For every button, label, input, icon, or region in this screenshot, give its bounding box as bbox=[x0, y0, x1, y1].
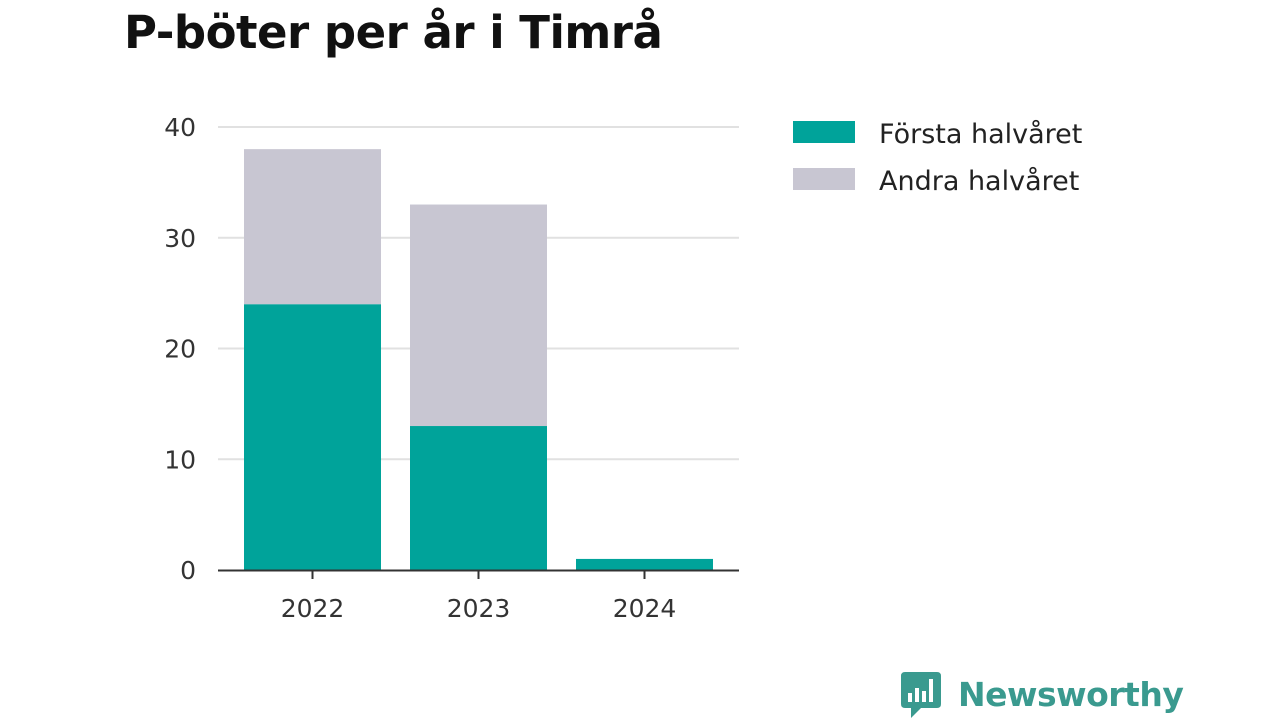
bar-2023-series-2 bbox=[410, 204, 547, 427]
y-tick-label-20: 20 bbox=[164, 335, 196, 364]
bar-2023-series-1 bbox=[410, 426, 547, 570]
x-tick-label-2023: 2023 bbox=[447, 594, 511, 623]
y-tick-label-0: 0 bbox=[180, 556, 196, 585]
brand-name: Newsworthy bbox=[958, 674, 1184, 714]
y-tick-label-10: 10 bbox=[164, 445, 196, 474]
legend-swatch-1 bbox=[793, 121, 855, 143]
bar-2022-series-2 bbox=[244, 149, 381, 305]
chart-bubble-icon bbox=[901, 672, 941, 718]
legend-label-1: Första halvåret bbox=[879, 119, 1082, 150]
y-tick-label-30: 30 bbox=[164, 224, 196, 253]
legend-label-2: Andra halvåret bbox=[879, 166, 1079, 197]
bar-2022-series-1 bbox=[244, 304, 381, 570]
x-tick-label-2022: 2022 bbox=[281, 594, 345, 623]
chart-title: P-böter per år i Timrå bbox=[124, 6, 663, 59]
legend-swatch-2 bbox=[793, 168, 855, 190]
newsworthy-logo: Newsworthy bbox=[900, 668, 1184, 720]
bars bbox=[244, 149, 713, 570]
y-tick-label-40: 40 bbox=[164, 113, 196, 142]
x-tick-label-2024: 2024 bbox=[613, 594, 677, 623]
bar-2024-series-1 bbox=[576, 558, 713, 570]
axes: 0 10 20 30 40 2022 2023 2024 bbox=[164, 113, 739, 623]
legend: Första halvåret Andra halvåret bbox=[793, 119, 1082, 197]
